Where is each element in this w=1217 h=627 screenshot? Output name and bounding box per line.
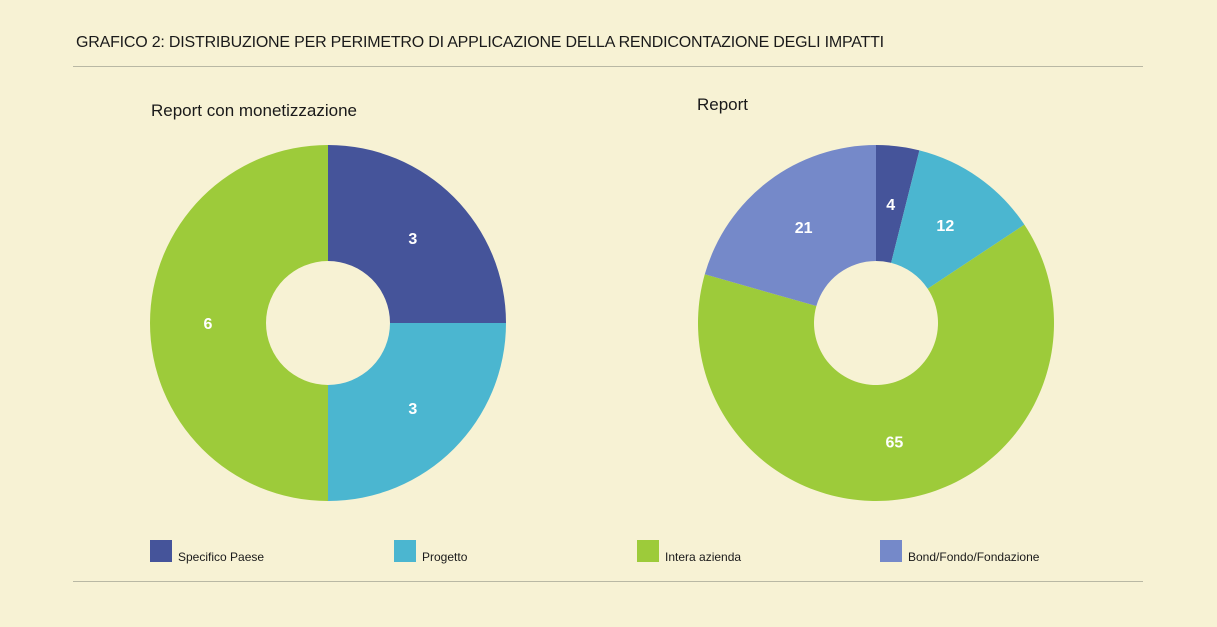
legend-item-intera-azienda: Intera azienda (637, 540, 742, 564)
legend-swatch (637, 540, 659, 562)
legend-item-specifico-paese: Specifico Paese (150, 540, 265, 564)
figure-title: GRAFICO 2: DISTRIBUZIONE PER PERIMETRO D… (76, 34, 884, 51)
legend-label: Intera azienda (665, 550, 742, 564)
bottom-divider (73, 581, 1143, 582)
donut-slice-bond-fondo-fondazione (704, 145, 876, 307)
donut-slice-intera-azienda (150, 145, 328, 501)
legend-swatch (394, 540, 416, 562)
data-label: 3 (408, 231, 417, 248)
data-label: 3 (408, 401, 417, 418)
legend-label: Bond/Fondo/Fondazione (908, 550, 1040, 564)
data-label: 65 (886, 435, 904, 452)
data-label: 12 (936, 218, 954, 235)
donut-slice-specifico-paese (328, 145, 506, 323)
data-label: 21 (795, 220, 813, 237)
data-label: 6 (204, 316, 213, 333)
legend-label: Specifico Paese (178, 550, 265, 564)
data-label: 4 (886, 197, 895, 214)
top-divider (73, 66, 1143, 67)
legend-item-bond-fondo-fondazione: Bond/Fondo/Fondazione (880, 540, 1040, 564)
chart-title-left: Report con monetizzazione (151, 101, 358, 120)
donut-slice-specifico-paese (876, 145, 920, 263)
donut-slice-intera-azienda (698, 224, 1054, 502)
legend-swatch (880, 540, 902, 562)
legend-label: Progetto (422, 550, 468, 564)
legend-swatch (150, 540, 172, 562)
donut-slice-progetto (328, 323, 506, 501)
chart-title-right: Report (697, 95, 749, 114)
donut-slice-progetto (891, 150, 1025, 289)
legend-item-progetto: Progetto (394, 540, 468, 564)
